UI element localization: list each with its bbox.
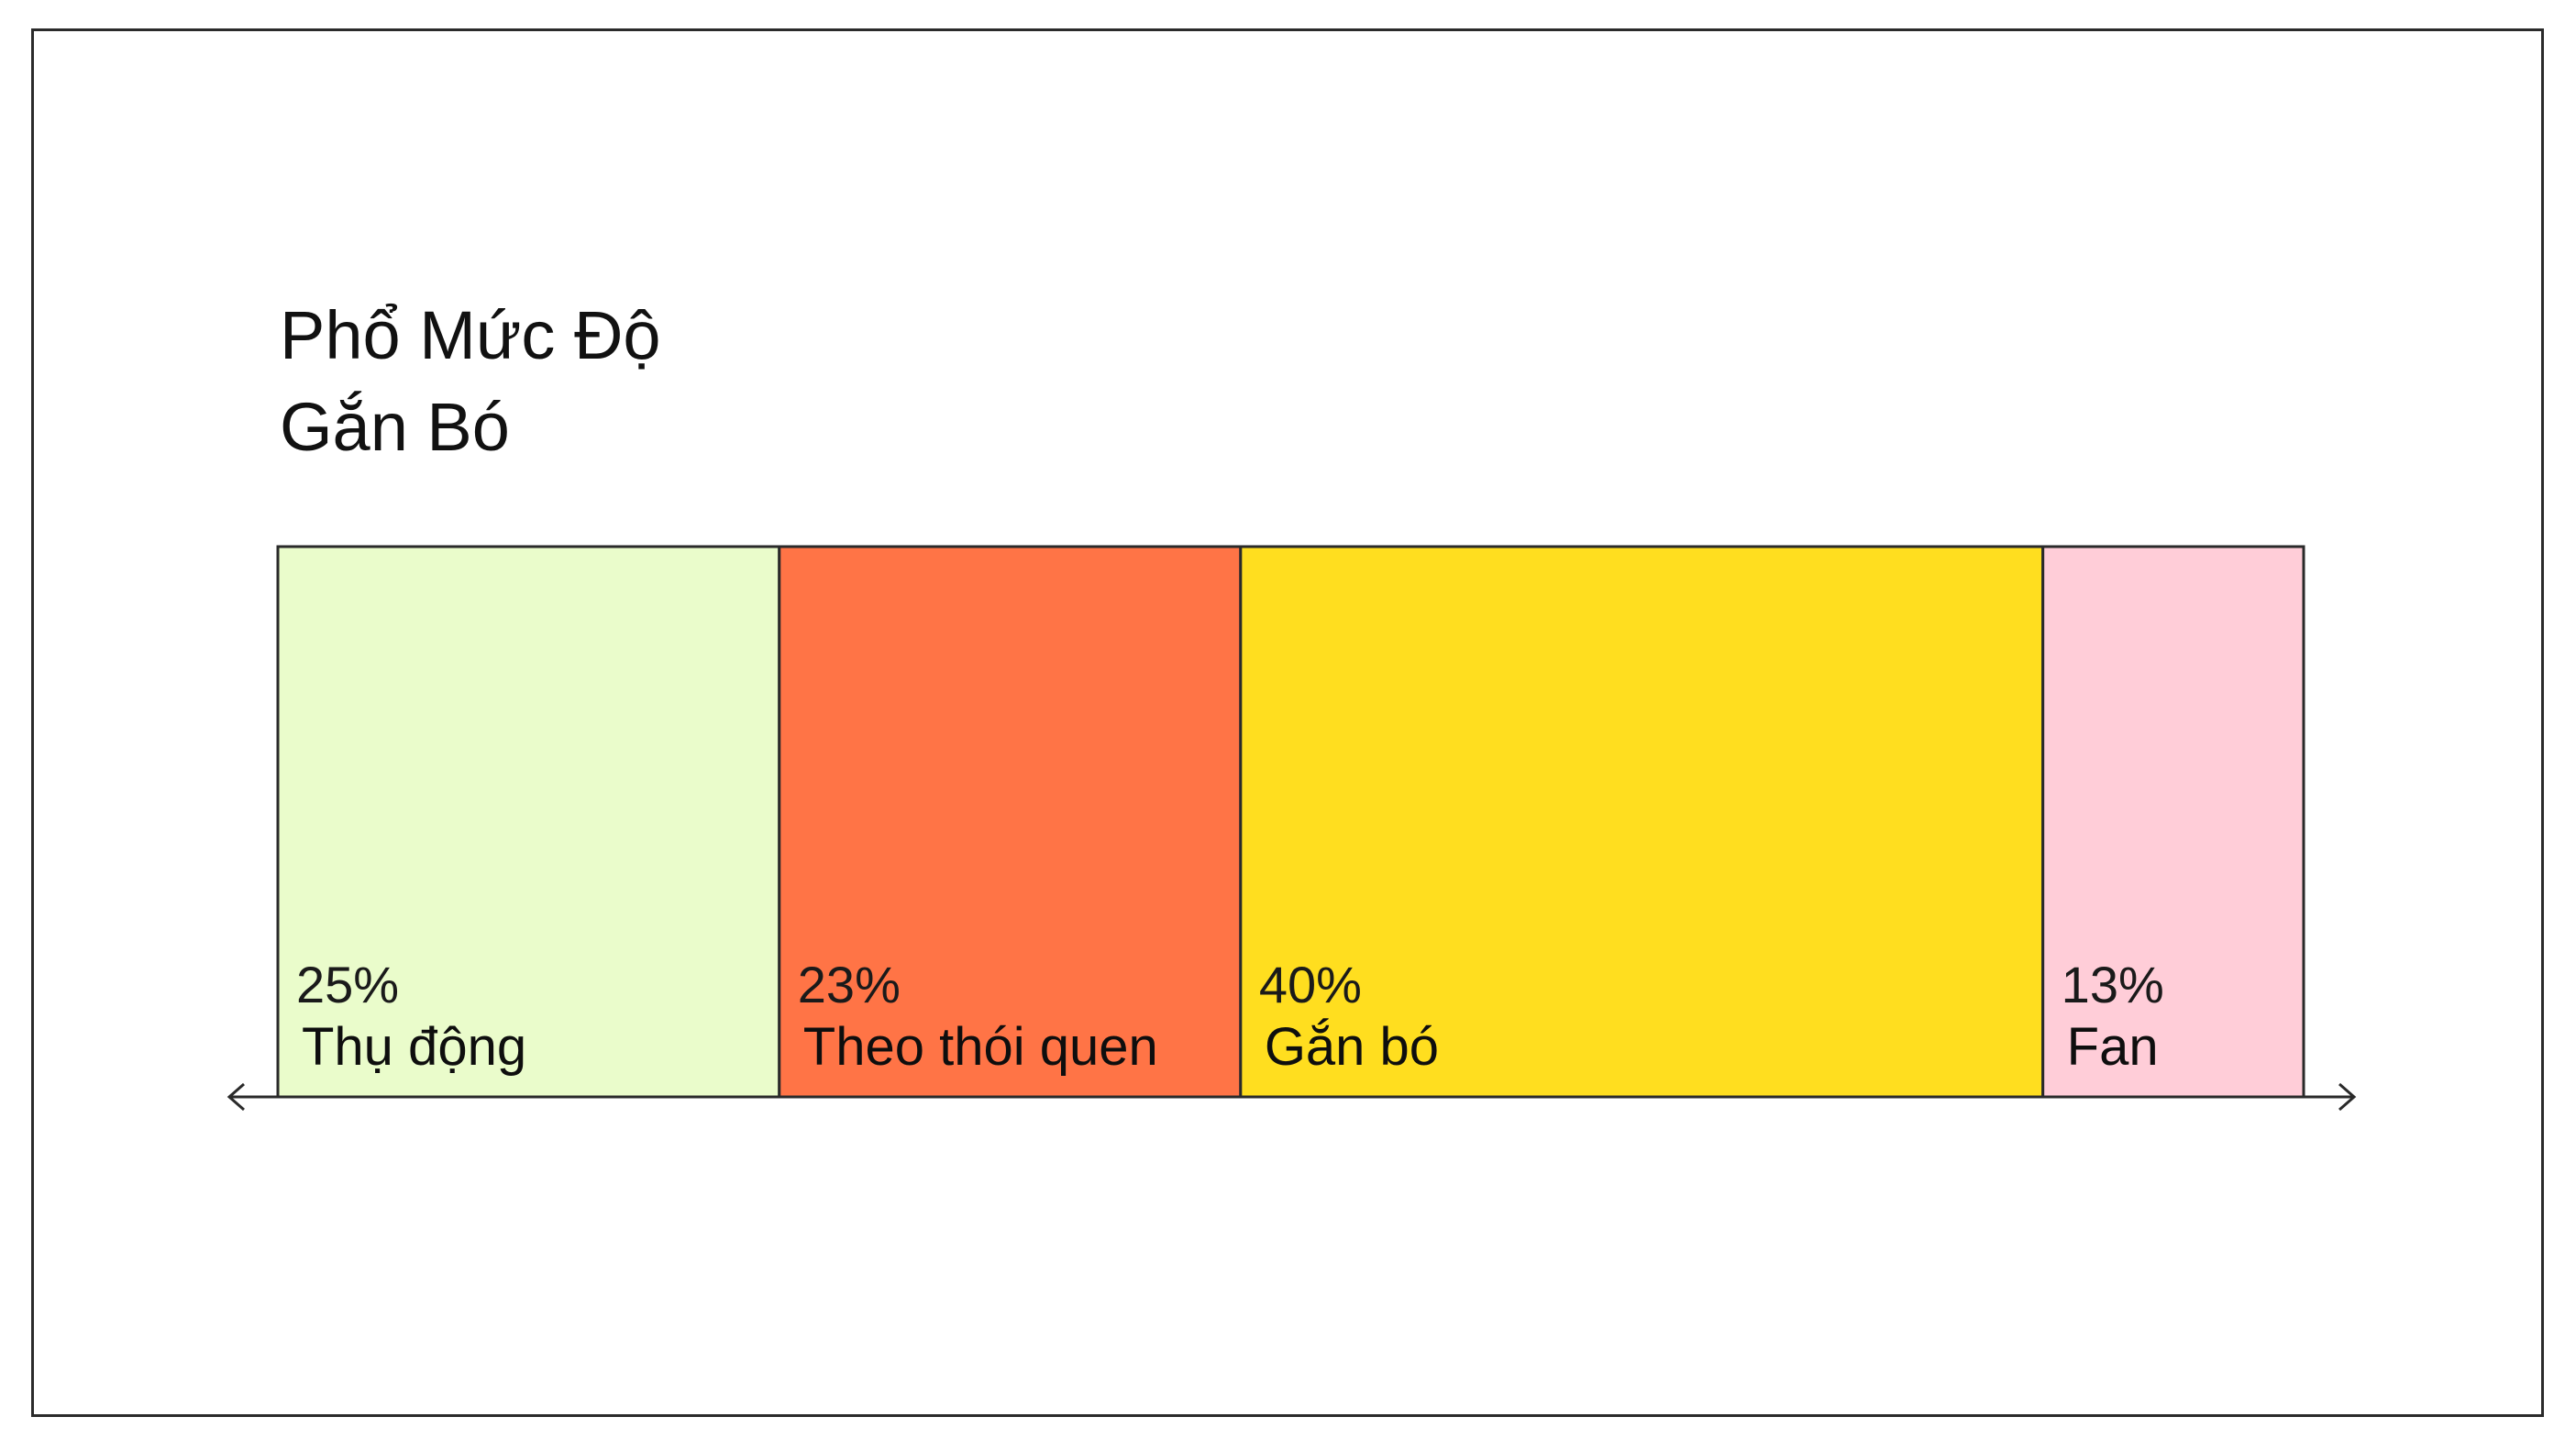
segment-value-gan-bo: 40% <box>1259 956 1362 1013</box>
segment-value-thu-dong: 25% <box>296 956 399 1013</box>
chart-title-line-1: Phổ Mức Độ <box>280 297 661 373</box>
axis-arrow-left <box>227 1082 245 1112</box>
segment-bar-theo-thoi-quen <box>778 545 1243 1099</box>
chart-title: Phổ Mức Độ Gắn Bó <box>280 290 661 473</box>
segment-bar-thu-dong <box>276 545 781 1099</box>
segment-label-gan-bo: Gắn bó <box>1265 1017 1439 1077</box>
axis-arrow-right <box>2338 1082 2357 1112</box>
segment-label-theo-thoi-quen: Theo thói quen <box>803 1017 1158 1077</box>
spectrum-axis <box>227 1082 2357 1112</box>
chart-title-line-2: Gắn Bó <box>280 389 510 465</box>
segment-value-fan: 13% <box>2062 956 2164 1013</box>
segment-label-thu-dong: Thụ động <box>302 1017 526 1077</box>
segment-bar-fan <box>2041 545 2305 1099</box>
segment-bars <box>276 545 2305 1099</box>
segment-value-theo-thoi-quen: 23% <box>798 956 901 1013</box>
segment-labels: 25%Thụ động 23%Theo thói quen 40%Gắn bó 13%… <box>296 956 2164 1077</box>
segment-bar-gan-bo <box>1239 545 2045 1099</box>
segment-label-fan: Fan <box>2067 1017 2159 1077</box>
